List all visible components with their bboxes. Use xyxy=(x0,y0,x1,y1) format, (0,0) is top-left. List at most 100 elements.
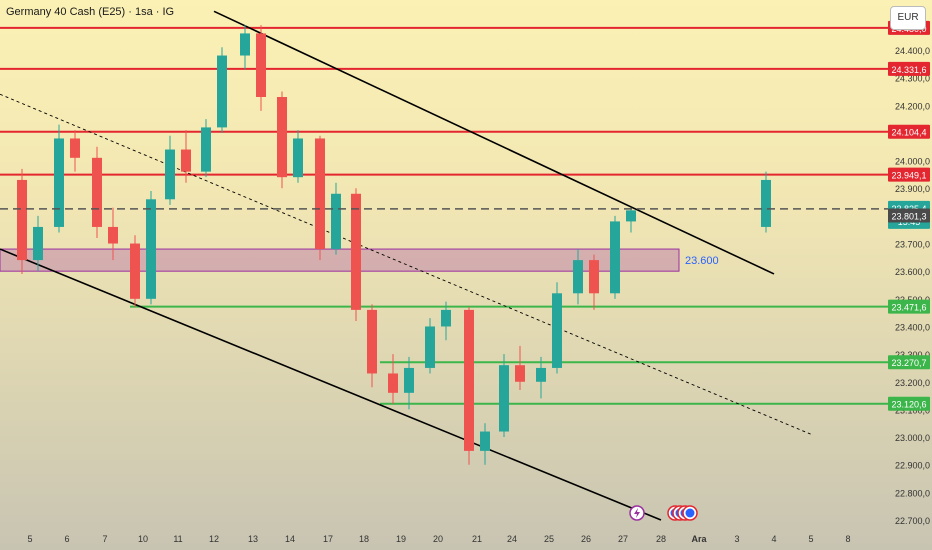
support-price-tag-bg xyxy=(888,355,930,370)
candle-up xyxy=(441,301,451,341)
resistance-price-tag-bg xyxy=(888,124,930,139)
symbol-title: Germany 40 Cash (E25) · 1sa · IG xyxy=(6,6,175,18)
x-tick-label: 19 xyxy=(396,534,406,544)
y-tick-label: 22.800,0 xyxy=(895,488,930,498)
candle-body xyxy=(217,55,227,128)
candle-up xyxy=(201,119,211,178)
y-tick-label: 23.300,0 xyxy=(895,350,930,360)
candle-body xyxy=(515,365,525,382)
x-tick-label: Ara xyxy=(691,534,707,544)
candle-body xyxy=(351,193,361,310)
candle-up xyxy=(293,130,303,183)
candle-up xyxy=(217,47,227,133)
y-tick-label: 23.600,0 xyxy=(895,267,930,277)
y-tick-label: 22.900,0 xyxy=(895,461,930,471)
candle-body xyxy=(256,33,266,97)
candle-up xyxy=(146,191,156,305)
candle-body xyxy=(388,373,398,393)
x-tick-label: 26 xyxy=(581,534,591,544)
candle-body xyxy=(130,243,140,299)
lightning-icon-bolt xyxy=(634,508,640,518)
candle-body xyxy=(610,221,620,294)
candle-body xyxy=(480,431,490,451)
candle-down xyxy=(315,135,325,261)
y-tick-label: 23.000,0 xyxy=(895,433,930,443)
support-price-tag-text: 23.270,7 xyxy=(891,358,926,368)
x-tick-label: 12 xyxy=(209,534,219,544)
lightning-icon[interactable] xyxy=(629,505,645,521)
support-price-tag-bg xyxy=(888,396,930,411)
candle-down xyxy=(92,146,102,238)
candle-body xyxy=(201,127,211,172)
x-tick-label: 28 xyxy=(656,534,666,544)
x-tick-label: 13 xyxy=(248,534,258,544)
x-tick-label: 25 xyxy=(544,534,554,544)
support-price-tag-text: 23.471,6 xyxy=(891,303,926,313)
x-tick-label: 17 xyxy=(323,534,333,544)
resistance-price-tag-text: 24.104,4 xyxy=(891,128,926,138)
candle-body xyxy=(54,138,64,227)
candle-up xyxy=(761,171,771,233)
candle-body xyxy=(70,138,80,158)
candle-up xyxy=(331,182,341,255)
resistance-price-tag-bg xyxy=(888,61,930,76)
candle-body xyxy=(573,260,583,294)
resistance-price-tag-text: 23.949,1 xyxy=(891,171,926,181)
candle-down xyxy=(181,130,191,183)
candle-body xyxy=(499,365,509,432)
x-tick-label: 18 xyxy=(359,534,369,544)
candle-up xyxy=(425,318,435,374)
candle-body xyxy=(464,309,474,451)
candle-up xyxy=(536,356,546,399)
candle-up xyxy=(552,282,562,374)
x-tick-label: 4 xyxy=(771,534,776,544)
candle-body xyxy=(146,199,156,299)
y-tick-label: 24.300,0 xyxy=(895,74,930,84)
x-tick-label: 27 xyxy=(618,534,628,544)
candle-up xyxy=(54,124,64,233)
candle-up xyxy=(165,135,175,205)
candle-body xyxy=(331,193,341,250)
channel-upper-line xyxy=(213,10,775,275)
candle-body xyxy=(404,367,414,393)
x-tick-label: 14 xyxy=(285,534,295,544)
event-icon[interactable] xyxy=(682,505,698,521)
zone-label: 23.600 xyxy=(685,255,719,267)
candle-up xyxy=(33,215,43,272)
x-tick-label: 10 xyxy=(138,534,148,544)
currency-button[interactable]: EUR xyxy=(890,6,926,30)
x-tick-label: 6 xyxy=(64,534,69,544)
candle-up xyxy=(404,356,414,410)
candle-body xyxy=(441,309,451,327)
candle-body xyxy=(165,149,175,200)
y-tick-label: 23.700,0 xyxy=(895,240,930,250)
candle-down xyxy=(17,168,27,274)
candle-down xyxy=(589,254,599,310)
y-tick-label: 22.700,0 xyxy=(895,516,930,526)
candle-body xyxy=(626,210,636,222)
candle-body xyxy=(315,138,325,250)
x-tick-label: 21 xyxy=(472,534,482,544)
y-tick-label: 24.400,0 xyxy=(895,46,930,56)
candle-body xyxy=(108,226,118,244)
y-tick-label: 24.000,0 xyxy=(895,157,930,167)
candle-body xyxy=(33,226,43,261)
x-tick-label: 3 xyxy=(734,534,739,544)
candle-down xyxy=(388,354,398,404)
candle-body xyxy=(425,326,435,368)
candle-down xyxy=(256,25,266,111)
candle-body xyxy=(92,157,102,227)
channel-middle-line xyxy=(0,93,812,435)
candle-body xyxy=(240,33,250,56)
candle-down xyxy=(515,345,525,391)
channel-lower-line xyxy=(0,248,662,521)
x-tick-label: 5 xyxy=(27,534,32,544)
candle-down xyxy=(367,304,377,388)
candle-down xyxy=(351,188,361,321)
event-icon-core xyxy=(685,508,695,518)
candle-body xyxy=(552,293,562,368)
resistance-price-tag-text: 24.331,6 xyxy=(891,65,926,75)
support-price-tag-text: 23.120,6 xyxy=(891,400,926,410)
secondary-price-tag-text: 23.801,3 xyxy=(891,212,926,222)
